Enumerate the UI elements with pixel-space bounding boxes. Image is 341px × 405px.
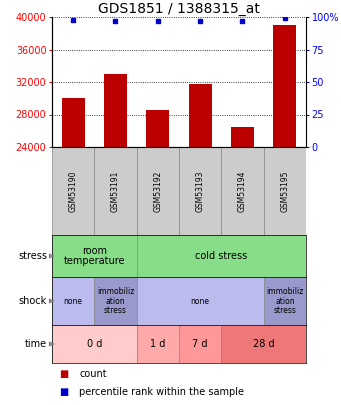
Text: immobiliz
ation
stress: immobiliz ation stress: [266, 287, 303, 315]
Bar: [189, 83, 212, 147]
Bar: [52, 235, 137, 277]
Text: ■: ■: [59, 387, 68, 396]
Text: stress: stress: [18, 251, 47, 261]
Text: GSM53192: GSM53192: [153, 171, 162, 212]
Text: time: time: [25, 339, 47, 349]
Text: 7 d: 7 d: [192, 339, 208, 349]
Text: cold stress: cold stress: [195, 251, 248, 261]
Text: 0 d: 0 d: [87, 339, 102, 349]
Text: ■: ■: [59, 369, 68, 379]
Bar: [179, 147, 221, 235]
Bar: [104, 74, 127, 147]
Text: percentile rank within the sample: percentile rank within the sample: [79, 387, 244, 396]
Text: GSM53191: GSM53191: [111, 171, 120, 212]
Text: shock: shock: [19, 296, 47, 306]
Bar: [231, 127, 254, 147]
Bar: [137, 277, 264, 325]
Text: count: count: [79, 369, 107, 379]
Text: GSM53195: GSM53195: [280, 170, 289, 212]
Bar: [52, 325, 137, 363]
Bar: [52, 147, 94, 235]
Text: none: none: [191, 296, 210, 305]
Text: GSM53190: GSM53190: [69, 170, 78, 212]
Text: room
temperature: room temperature: [63, 245, 125, 266]
Bar: [137, 325, 179, 363]
Bar: [52, 277, 94, 325]
Bar: [264, 277, 306, 325]
Bar: [179, 325, 221, 363]
Bar: [137, 147, 179, 235]
Bar: [94, 277, 137, 325]
Text: none: none: [64, 296, 83, 305]
Bar: [94, 147, 137, 235]
Text: 28 d: 28 d: [253, 339, 275, 349]
Text: GSM53194: GSM53194: [238, 170, 247, 212]
Bar: [264, 147, 306, 235]
Bar: [221, 325, 306, 363]
Bar: [61, 98, 85, 147]
Bar: [221, 147, 264, 235]
Text: immobiliz
ation
stress: immobiliz ation stress: [97, 287, 134, 315]
Bar: [137, 235, 306, 277]
Text: GSM53193: GSM53193: [196, 170, 205, 212]
Text: 1 d: 1 d: [150, 339, 165, 349]
Bar: [273, 25, 296, 147]
Title: GDS1851 / 1388315_at: GDS1851 / 1388315_at: [98, 2, 260, 16]
Bar: [146, 111, 169, 147]
